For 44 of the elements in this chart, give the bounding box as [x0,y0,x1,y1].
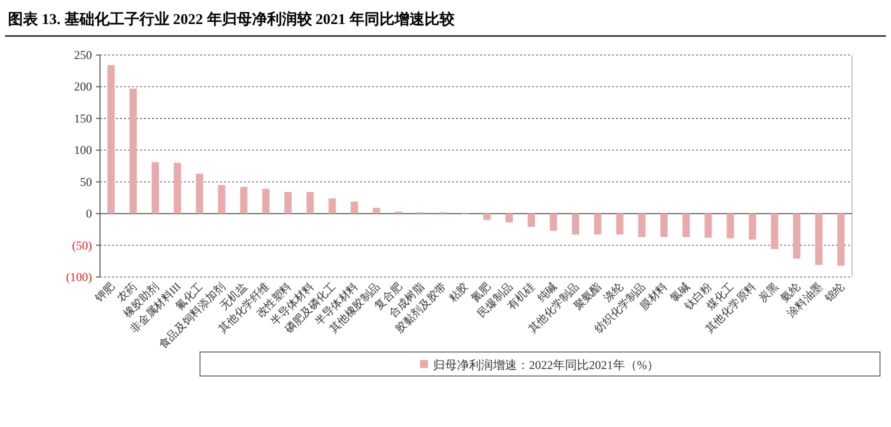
x-tick-label: 炭黑 [756,280,781,305]
bar [174,162,182,214]
x-tick-label: 锦纶 [822,280,848,306]
bar [328,198,336,214]
y-tick-label: (50) [72,238,92,252]
bar [815,214,822,265]
y-tick-label: 100 [74,143,92,158]
bar [726,214,734,238]
legend-label: 归母净利润增速：2022年同比2021年（%） [433,358,659,372]
bar [284,192,292,214]
bar [196,174,204,214]
bar [240,186,248,214]
bar [483,214,491,220]
bar [704,214,712,238]
y-tick-label: 250 [74,48,92,62]
y-tick-label: 0 [86,206,92,221]
bar [572,214,580,234]
bar [528,214,535,227]
chart-title: 图表 13. 基础化工子行业 2022 年归母净利润较 2021 年同比增速比较 [8,10,456,28]
bar [616,214,624,234]
bar [550,214,558,231]
y-tick-label: 200 [74,80,92,94]
bar [152,162,159,214]
bar [682,214,690,238]
x-tick-label: 粘胶 [446,280,472,305]
bar [638,214,646,238]
bar [748,214,756,240]
bar [506,214,513,222]
y-tick-label: (100) [66,270,92,284]
bar [262,188,270,214]
bar [306,192,314,214]
bar [660,214,668,238]
bar [837,214,845,266]
bar [793,214,800,259]
bar [218,185,226,214]
x-tick-label: 钾肥 [92,280,118,306]
bar [594,214,602,234]
bar [770,214,778,250]
y-tick-label: 150 [74,111,92,126]
y-tick-label: 50 [80,174,92,189]
bar [350,202,358,214]
bar [107,65,115,214]
bar [372,208,380,214]
bar [130,88,137,214]
